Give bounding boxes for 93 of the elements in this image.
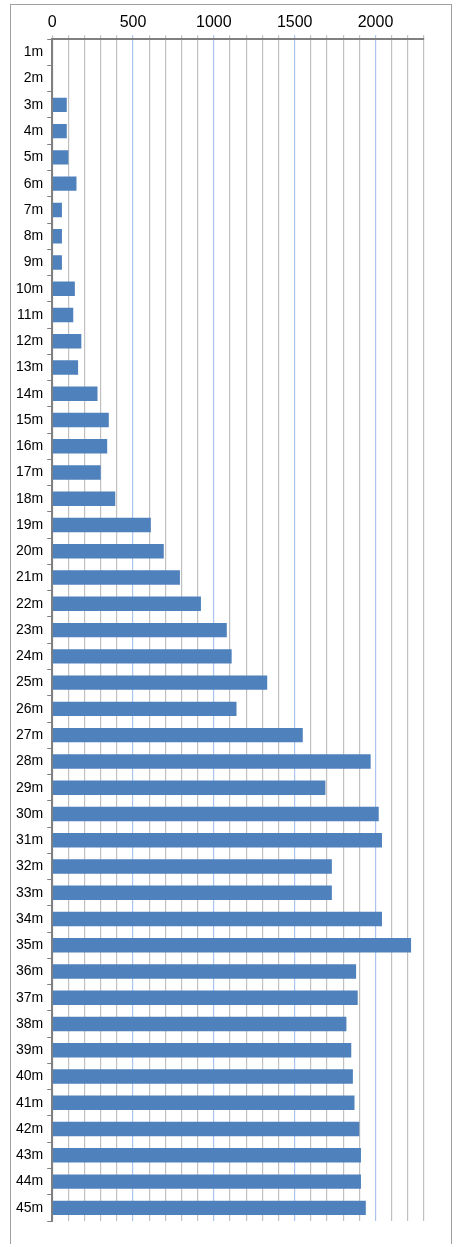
- y-tick-label: 25m: [16, 673, 44, 690]
- bar: [52, 544, 164, 559]
- y-tick-label: 30m: [16, 804, 44, 821]
- x-tick-label: 1000: [196, 13, 232, 31]
- bar: [52, 333, 82, 349]
- y-tick-label: 35m: [16, 936, 44, 953]
- y-tick-label: 45m: [16, 1198, 44, 1215]
- x-tick-label: 500: [119, 13, 147, 31]
- bar: [52, 176, 77, 191]
- y-tick-label: 29m: [16, 778, 44, 795]
- y-tick-label: 43m: [16, 1146, 44, 1163]
- bar: [52, 307, 74, 323]
- y-tick-label: 33m: [16, 883, 44, 900]
- bar: [52, 123, 67, 139]
- bar: [52, 806, 379, 822]
- y-tick-label: 32m: [16, 857, 44, 874]
- y-tick-label: 40m: [16, 1067, 44, 1084]
- y-tick-label: 7m: [23, 200, 44, 217]
- bar: [52, 491, 116, 507]
- bar: [52, 1121, 360, 1137]
- y-tick-label: 15m: [16, 410, 44, 427]
- y-tick-label: 8m: [23, 227, 44, 244]
- y-tick-label: 14m: [16, 384, 44, 401]
- bar: [52, 570, 180, 585]
- y-tick-label: 17m: [16, 463, 44, 480]
- bar: [52, 1043, 352, 1058]
- y-tick-label: 23m: [16, 620, 44, 637]
- y-tick-label: 37m: [16, 988, 44, 1005]
- y-tick-label: 42m: [16, 1119, 44, 1136]
- bar: [52, 386, 98, 401]
- y-tick-label: 13m: [16, 358, 44, 375]
- bar: [52, 281, 75, 296]
- x-tick-label: 1500: [276, 13, 313, 31]
- x-tick-label: 2000: [357, 13, 394, 31]
- y-tick-label: 36m: [16, 962, 44, 979]
- bar: [52, 1174, 361, 1189]
- bar: [52, 938, 412, 953]
- y-tick-label: 11m: [17, 305, 44, 322]
- y-tick-label: 39m: [16, 1041, 44, 1058]
- bar: [52, 701, 237, 717]
- y-tick-label: 38m: [16, 1014, 44, 1031]
- x-tick-label: 0: [47, 13, 57, 31]
- bar: [52, 97, 67, 113]
- y-tick-label: 34m: [16, 909, 44, 926]
- bar: [52, 859, 332, 874]
- bar: [52, 1016, 347, 1032]
- y-tick-label: 18m: [16, 489, 44, 506]
- y-tick-label: 16m: [16, 437, 44, 454]
- bar: [52, 649, 232, 664]
- bar: [52, 622, 227, 638]
- bar: [52, 885, 332, 900]
- y-tick-label: 10m: [16, 279, 44, 296]
- y-tick-label: 27m: [16, 726, 44, 743]
- bar: [52, 727, 303, 743]
- bar: [52, 1069, 353, 1084]
- y-tick-label: 22m: [16, 594, 44, 611]
- y-tick-label: 4m: [23, 121, 44, 138]
- y-tick-label: 20m: [16, 542, 44, 559]
- bar: [52, 964, 357, 979]
- bar: [52, 1200, 366, 1216]
- y-tick-label: 12m: [16, 332, 44, 349]
- bar: [52, 990, 358, 1005]
- y-tick-label: 19m: [16, 515, 44, 532]
- bar: [52, 360, 79, 375]
- y-tick-label: 5m: [23, 148, 44, 165]
- bar: [52, 255, 62, 270]
- bar: [52, 1095, 355, 1111]
- y-tick-label: 28m: [16, 752, 44, 769]
- bar: [52, 832, 382, 848]
- y-tick-label: 44m: [16, 1172, 44, 1189]
- y-tick-label: 3m: [23, 95, 44, 112]
- y-tick-label: 21m: [16, 568, 44, 585]
- bar: [52, 911, 382, 927]
- bar: [52, 1148, 361, 1163]
- bar: [52, 675, 268, 690]
- bar: [52, 596, 201, 612]
- y-tick-label: 6m: [23, 174, 44, 191]
- bar: [52, 754, 371, 769]
- bar: [52, 780, 326, 795]
- y-tick-label: 1m: [23, 43, 44, 60]
- y-tick-label: 31m: [16, 831, 44, 848]
- bar: [52, 465, 101, 480]
- bar: [52, 150, 69, 165]
- bar: [52, 517, 151, 533]
- y-tick-label: 2m: [23, 69, 44, 86]
- bar: [52, 228, 62, 244]
- y-tick-label: 24m: [16, 647, 44, 664]
- y-tick-label: 26m: [16, 699, 44, 716]
- bar: [52, 412, 109, 428]
- y-tick-label: 41m: [16, 1093, 44, 1110]
- y-tick-label: 9m: [23, 253, 44, 270]
- bar: [52, 202, 62, 218]
- bar: [52, 439, 108, 454]
